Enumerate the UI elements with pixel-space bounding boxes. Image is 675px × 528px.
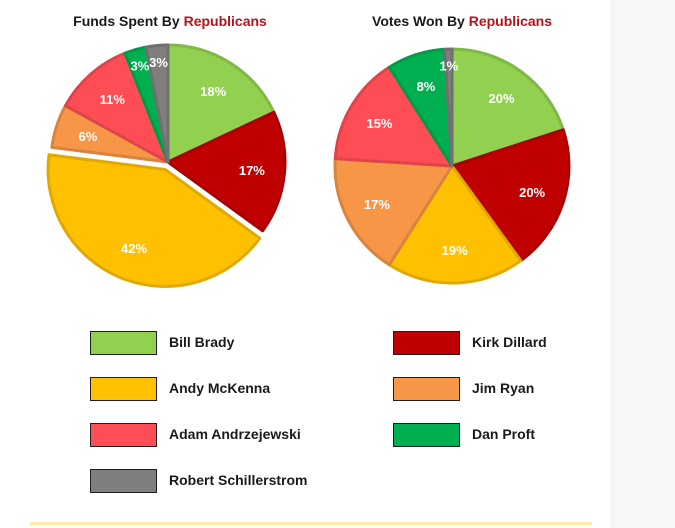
funds-title-prefix: Funds Spent By [73,13,184,29]
data-label-robert-schillerstrom: 3% [149,55,168,70]
data-label-adam-andrzejewski: 11% [100,92,126,107]
data-label-andy-mckenna: 42% [121,241,147,256]
funds-title-highlight: Republicans [183,13,267,29]
votes-title-prefix: Votes Won By [372,13,469,29]
slice-kirk-dillard [450,128,571,263]
legend-label: Robert Schillerstrom [169,472,308,488]
legend-swatch [90,423,157,447]
legend-label: Adam Andrzejewski [169,426,301,442]
slice-robert-schillerstrom [144,43,170,164]
slice-adam-andrzejewski [333,65,454,168]
legend-label: Andy McKenna [169,380,271,396]
legend-label: Jim Ryan [472,380,535,396]
funds-chart-title: Funds Spent By Republicans [40,13,300,29]
data-label-dan-proft: 8% [417,79,436,94]
pie-charts: 18% 17% 42% 6% 11% 3% 3% 20% 20% 19% 17% 15% 8%1% [46,43,571,288]
legend-swatch [393,331,460,355]
data-label-adam-andrzejewski: 15% [366,116,392,131]
data-label-robert-schillerstrom: 1% [439,58,458,73]
slice-andy-mckenna [46,153,262,288]
data-label-kirk-dillard: 20% [519,185,545,200]
legend-label: Kirk Dillard [472,334,547,350]
data-label-bill-brady: 20% [488,91,514,106]
legend-swatch [90,469,157,493]
slice-jim-ryan [333,157,454,267]
data-label-dan-proft: 3% [131,58,150,73]
slice-bill-brady [450,47,565,168]
slice-adam-andrzejewski [63,51,170,164]
votes-pie: 20% 20% 19% 17% 15% 8%1% [333,47,571,285]
slice-andy-mckenna [387,164,523,285]
legend-swatch [90,331,157,355]
legend-label: Bill Brady [169,334,235,350]
legend-swatch [90,377,157,401]
data-label-jim-ryan: 6% [78,129,97,144]
data-label-jim-ryan: 17% [364,197,390,212]
slice-kirk-dillard [166,110,287,233]
legend-swatch [393,423,460,447]
slice-robert-schillerstrom [443,47,454,168]
data-label-andy-mckenna: 19% [442,243,468,258]
slice-bill-brady [166,43,276,164]
data-label-kirk-dillard: 17% [239,163,265,178]
legend-label: Dan Proft [472,426,535,442]
legend-swatch [393,377,460,401]
bottom-divider [30,522,592,525]
funds-pie: 18% 17% 42% 6% 11% 3% 3% [46,43,287,288]
votes-title-highlight: Republicans [468,13,552,29]
votes-chart-title: Votes Won By Republicans [332,13,592,29]
data-label-bill-brady: 18% [200,84,226,99]
